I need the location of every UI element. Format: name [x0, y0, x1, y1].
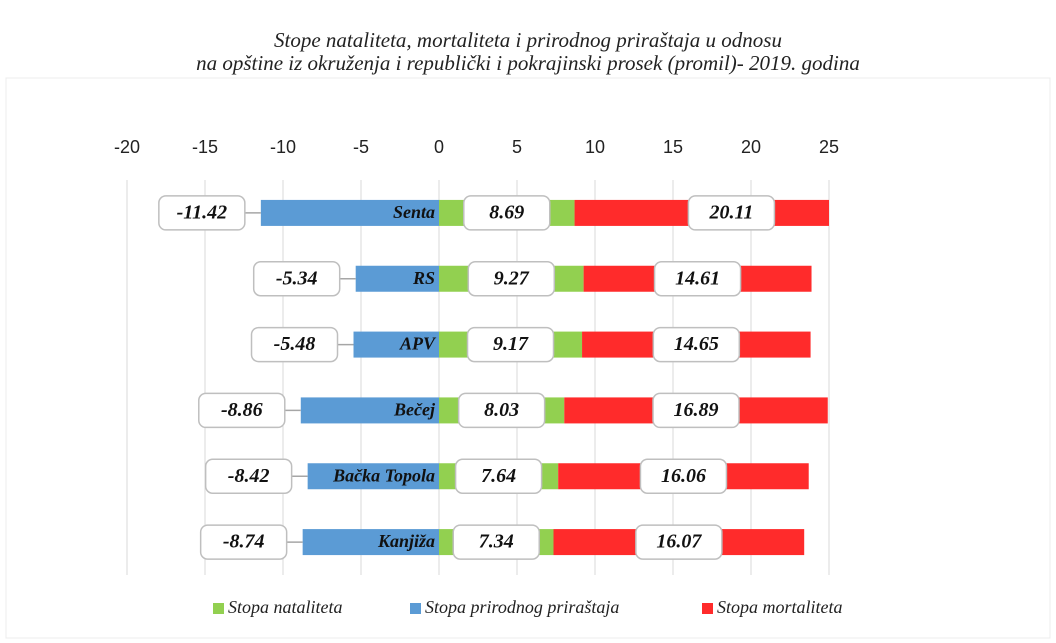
- bar: [300, 397, 439, 424]
- data-label: -8.42: [228, 465, 270, 487]
- data-label-box: [252, 261, 341, 297]
- category-label: APV: [399, 334, 437, 354]
- data-label: 16.06: [661, 465, 706, 487]
- category-label: Senta: [393, 202, 435, 222]
- chart-title: na opštine iz okruženja i republički i p…: [196, 51, 860, 75]
- data-label-box: [653, 261, 742, 297]
- x-tick-label: 25: [819, 137, 839, 157]
- data-label-box: [454, 458, 543, 494]
- data-label-box: [457, 392, 546, 429]
- bar: [260, 199, 439, 226]
- x-tick-label: 5: [512, 137, 522, 157]
- data-label: -5.48: [274, 333, 316, 355]
- data-label-box: [452, 524, 541, 560]
- data-label: 14.65: [674, 333, 719, 355]
- x-tick-label: -20: [114, 137, 140, 157]
- x-tick-label: -5: [353, 137, 369, 157]
- data-label-box: [467, 261, 556, 297]
- data-label: -11.42: [177, 202, 228, 224]
- legend-label: Stopa prirodnog priraštaja: [425, 597, 619, 617]
- data-label-box: [652, 326, 741, 363]
- data-label: 9.17: [493, 333, 529, 355]
- data-label: 16.89: [674, 399, 719, 421]
- data-label-box: [158, 195, 246, 231]
- data-label: 7.64: [481, 465, 516, 487]
- x-tick-label: 20: [741, 137, 761, 157]
- category-label: Bečej: [393, 400, 436, 420]
- bar: [355, 265, 439, 292]
- x-tick-label: 0: [434, 137, 444, 157]
- data-label: -8.74: [223, 531, 265, 553]
- bar: [353, 331, 439, 358]
- chart-title: Stope nataliteta, mortaliteta i prirodno…: [274, 28, 782, 52]
- x-tick-label: 10: [585, 137, 605, 157]
- legend-label: Stopa nataliteta: [228, 597, 343, 617]
- data-label-box: [199, 524, 288, 560]
- legend-swatch: [410, 603, 421, 614]
- legend-label: Stopa mortaliteta: [717, 597, 843, 617]
- x-tick-label: 15: [663, 137, 683, 157]
- data-label-box: [639, 458, 728, 494]
- data-label: 7.34: [479, 531, 514, 553]
- legend-swatch: [702, 603, 713, 614]
- chart-border: [5, 77, 1051, 639]
- data-label: -5.34: [276, 267, 318, 289]
- data-label-box: [463, 195, 551, 231]
- x-tick-label: -10: [270, 137, 296, 157]
- legend-swatch: [213, 603, 224, 614]
- data-label-box: [687, 195, 776, 231]
- data-label: 14.61: [675, 267, 720, 289]
- data-label: -8.86: [221, 399, 263, 421]
- bar: [302, 529, 439, 556]
- category-label: Bačka Topola: [332, 465, 435, 485]
- category-label: Kanjiža: [377, 531, 435, 551]
- data-label: 20.11: [708, 202, 753, 224]
- category-label: RS: [412, 268, 435, 288]
- x-tick-label: -15: [192, 137, 218, 157]
- bar: [307, 463, 439, 490]
- data-label: 8.69: [489, 202, 524, 224]
- data-label: 8.03: [484, 399, 519, 421]
- data-label: 9.27: [494, 267, 530, 289]
- data-label-box: [635, 524, 723, 560]
- data-label: 16.07: [656, 531, 702, 553]
- data-label-box: [198, 392, 286, 429]
- data-label-box: [466, 326, 555, 363]
- data-label-box: [204, 458, 293, 494]
- data-label-box: [652, 392, 740, 429]
- data-label-box: [250, 326, 339, 363]
